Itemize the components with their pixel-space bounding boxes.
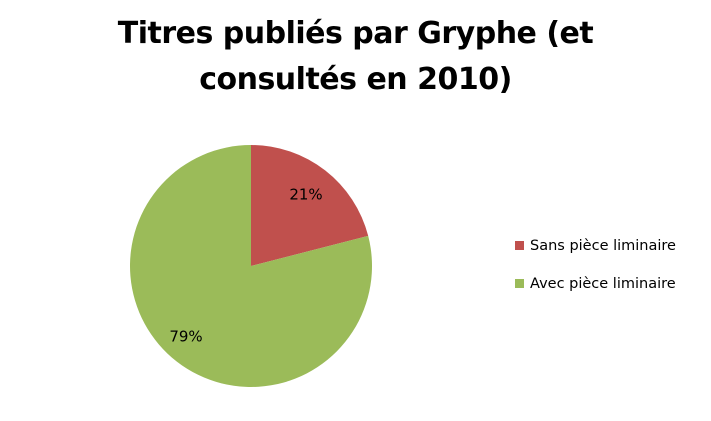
chart-title-line-1: Titres publiés par Gryphe (et bbox=[117, 16, 594, 51]
legend-item-sans: Sans pièce liminaire bbox=[515, 236, 676, 256]
data-label-avec: 79% bbox=[169, 328, 202, 346]
pie-slice-sans bbox=[251, 145, 369, 266]
pie-slice-avec bbox=[129, 145, 372, 387]
chart-title-line-2: consultés en 2010) bbox=[199, 62, 512, 97]
legend-item-avec: Avec pièce liminaire bbox=[515, 274, 676, 294]
legend-label-avec: Avec pièce liminaire bbox=[530, 276, 676, 292]
legend: Sans pièce liminaire Avec pièce liminair… bbox=[515, 236, 676, 312]
legend-swatch-sans bbox=[515, 241, 524, 250]
data-label-sans: 21% bbox=[289, 186, 322, 204]
legend-label-sans: Sans pièce liminaire bbox=[530, 238, 676, 254]
legend-swatch-avec bbox=[515, 279, 524, 288]
